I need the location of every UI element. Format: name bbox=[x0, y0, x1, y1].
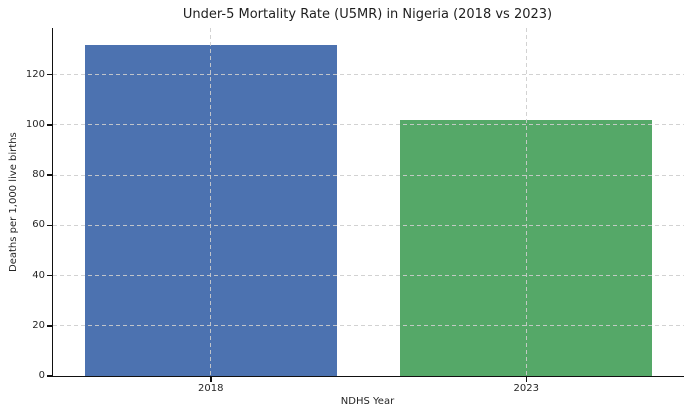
y-tick-mark bbox=[47, 274, 52, 277]
x-tick-label: 2018 bbox=[198, 383, 224, 394]
y-tick-mark bbox=[47, 174, 52, 176]
y-tick-mark bbox=[47, 375, 52, 377]
y-gridline bbox=[53, 174, 684, 176]
y-gridline bbox=[53, 124, 684, 126]
y-gridline bbox=[53, 325, 684, 327]
chart-title: Under-5 Mortality Rate (U5MR) in Nigeria… bbox=[182, 7, 553, 22]
y-gridline bbox=[53, 224, 684, 226]
y-gridline bbox=[53, 74, 684, 76]
y-tick-label: 20 bbox=[32, 319, 45, 331]
y-tick-label: 100 bbox=[25, 118, 45, 130]
y-tick-mark bbox=[47, 73, 52, 76]
y-tick-mark bbox=[47, 124, 52, 126]
y-tick-label: 60 bbox=[32, 219, 45, 231]
y-tick-label: 0 bbox=[38, 370, 45, 381]
x-tick-label: 2023 bbox=[513, 383, 539, 394]
x-axis-label: NDHS Year bbox=[340, 396, 395, 407]
x-gridline bbox=[525, 28, 527, 376]
y-tick-label: 80 bbox=[32, 169, 45, 181]
y-tick-mark bbox=[47, 224, 52, 227]
plot-area: 0 20 40 60 80 100 120 2018 2023 bbox=[26, 28, 684, 394]
x-tick-mark bbox=[210, 377, 212, 382]
x-tick-mark bbox=[525, 377, 527, 382]
y-gridline bbox=[53, 275, 684, 277]
y-tick-label: 120 bbox=[25, 68, 45, 80]
y-tick-mark bbox=[47, 325, 52, 327]
y-tick-label: 40 bbox=[32, 269, 45, 281]
x-gridline bbox=[210, 28, 212, 376]
